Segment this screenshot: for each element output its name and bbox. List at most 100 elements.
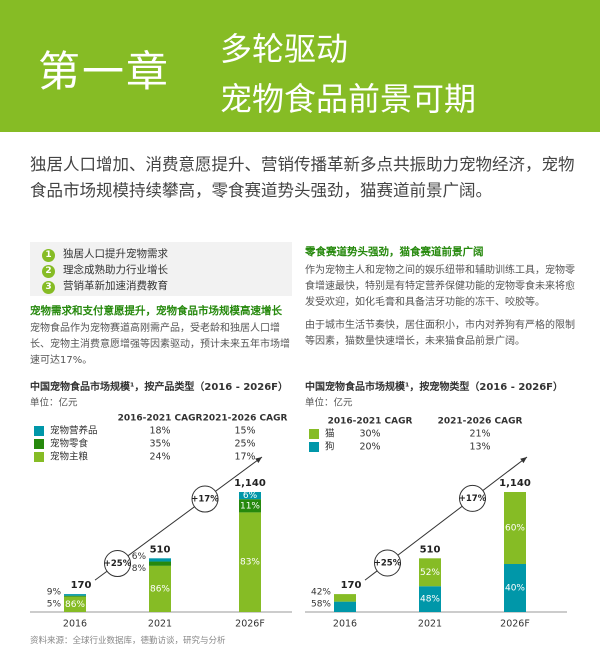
- bar-segment: [334, 601, 356, 612]
- total-label: 510: [420, 544, 441, 555]
- x-tick-label: 2021: [148, 619, 172, 630]
- section-text: 作为宠物主人和宠物之间的娱乐纽带和辅助训练工具，宠物零食增速最快，特别是有特定营…: [305, 265, 575, 308]
- total-label: 510: [150, 544, 171, 555]
- section-text: 宠物食品作为宠物赛道高刚需产品，受老龄和独居人口增长、宠物主消费意愿增强等因素驱…: [30, 323, 290, 366]
- segment-label: 8%: [132, 564, 147, 574]
- segment-label: 48%: [420, 595, 440, 605]
- legend-cagr: 30%: [359, 429, 380, 440]
- bar-segment: [64, 596, 86, 612]
- chapter-label: 第一章: [38, 47, 171, 96]
- legend-swatch: [34, 452, 44, 462]
- legend-cagr: 21%: [469, 429, 490, 440]
- segment-label: 60%: [505, 524, 525, 534]
- legend-cagr: 25%: [234, 439, 255, 450]
- growth-label: +17%: [459, 494, 487, 504]
- legend-label: 猫: [325, 428, 335, 440]
- intro-text: 独居人口增加、消费意愿提升、营销传播革新多点共振助力宠物经济，宠物食品市场规模持…: [30, 155, 575, 200]
- growth-badge: [374, 549, 401, 577]
- bar-segment: [64, 594, 86, 596]
- x-tick-label: 2021: [418, 619, 442, 630]
- bar-segment: [149, 561, 171, 566]
- driver-number: 2: [42, 265, 55, 278]
- total-label: 170: [71, 580, 92, 591]
- bar-segment: [149, 558, 171, 562]
- driver-item: 3 营销革新加速消费教育: [42, 278, 168, 294]
- x-tick-label: 2016: [333, 619, 357, 630]
- arrow-head: [255, 457, 262, 464]
- header-band: [0, 0, 600, 132]
- segment-label: 86%: [65, 600, 85, 610]
- header-title: 多轮驱动: [220, 30, 349, 68]
- driver-text: 理念成熟助力行业增长: [63, 264, 168, 276]
- growth-label: +25%: [104, 559, 132, 569]
- x-tick-label: 2016: [63, 619, 87, 630]
- bar-segment: [419, 586, 441, 612]
- bar-segment: [149, 565, 171, 612]
- growth-badge: [104, 550, 131, 578]
- x-tick-label: 2026F: [500, 619, 530, 630]
- legend-header: 2016-2021 CAGR: [118, 414, 203, 424]
- driver-panel: 1 独居人口提升宠物需求 2 理念成熟助力行业增长 3 营销革新加速消费教育: [30, 242, 292, 296]
- legend-label: 宠物零食: [50, 438, 89, 450]
- legend-cagr: 18%: [149, 426, 170, 437]
- segment-label: 6%: [132, 552, 147, 562]
- legend-swatch: [34, 439, 44, 449]
- segment-label: 52%: [420, 568, 440, 578]
- legend-swatch: [309, 429, 319, 439]
- driver-item: 2 理念成熟助力行业增长: [42, 262, 168, 278]
- source-note: 资料来源：全球行业数据库，德勤访谈，研究与分析: [30, 636, 226, 646]
- legend-header: 2016-2021 CAGR: [328, 417, 413, 427]
- segment-label: 11%: [240, 501, 260, 511]
- section-text: 由于城市生活节奏快，居住面积小，市内对养狗有严格的限制等因素，猫数量快速增长，未…: [305, 320, 575, 347]
- legend-cagr: 24%: [149, 452, 170, 463]
- growth-badge: [459, 484, 486, 512]
- bar-segment: [239, 492, 261, 500]
- bar-segment: [419, 558, 441, 587]
- section-heading: 零食赛道势头强劲，猫食赛道前景广阔: [305, 246, 484, 258]
- segment-label: 5%: [47, 600, 62, 610]
- bar-segment: [504, 492, 526, 564]
- legend-header: 2021-2026 CAGR: [438, 417, 523, 427]
- growth-label: +17%: [191, 495, 219, 505]
- segment-label: 9%: [47, 588, 62, 598]
- growth-badge: [191, 485, 219, 513]
- segment-label: 40%: [505, 584, 525, 594]
- legend-swatch: [309, 442, 319, 452]
- legend-swatch: [34, 426, 44, 436]
- bar-segment: [64, 595, 86, 597]
- chart-title: 中国宠物食品市场规模¹，按宠物类型（2016 - 2026F）: [305, 380, 563, 393]
- section-heading: 宠物需求和支付意愿提升，宠物食品市场规模高速增长: [30, 305, 282, 317]
- segment-label: 42%: [311, 588, 331, 598]
- legend-cagr: 20%: [359, 442, 380, 453]
- segment-label: 83%: [240, 558, 260, 568]
- segment-label: 58%: [311, 600, 331, 610]
- driver-number: 1: [42, 249, 55, 262]
- bar-segment: [334, 594, 356, 602]
- chart-unit: 单位：亿元: [305, 397, 353, 409]
- segment-label: 6%: [243, 491, 258, 501]
- driver-text: 营销革新加速消费教育: [63, 280, 168, 292]
- x-tick-label: 2026F: [235, 619, 265, 630]
- bar-segment: [239, 512, 261, 612]
- header-title: 宠物食品前景可期: [220, 80, 477, 118]
- legend-header: 2021-2026 CAGR: [203, 414, 288, 424]
- driver-text: 独居人口提升宠物需求: [63, 248, 168, 260]
- total-label: 170: [341, 580, 362, 591]
- legend-label: 狗: [325, 441, 335, 453]
- total-label: 1,140: [234, 478, 266, 489]
- arrow-head: [520, 457, 527, 464]
- legend-cagr: 15%: [234, 426, 255, 437]
- legend-cagr: 17%: [234, 452, 255, 463]
- bar-segment: [504, 564, 526, 612]
- driver-item: 1 独居人口提升宠物需求: [42, 246, 168, 262]
- legend-label: 宠物营养品: [50, 425, 98, 437]
- legend-cagr: 35%: [149, 439, 170, 450]
- total-label: 1,140: [499, 478, 531, 489]
- growth-label: +25%: [374, 559, 402, 569]
- chart-title: 中国宠物食品市场规模¹，按产品类型（2016 - 2026F）: [30, 380, 288, 393]
- driver-number: 3: [42, 281, 55, 294]
- chart-unit: 单位：亿元: [30, 397, 78, 409]
- segment-label: 86%: [150, 584, 170, 594]
